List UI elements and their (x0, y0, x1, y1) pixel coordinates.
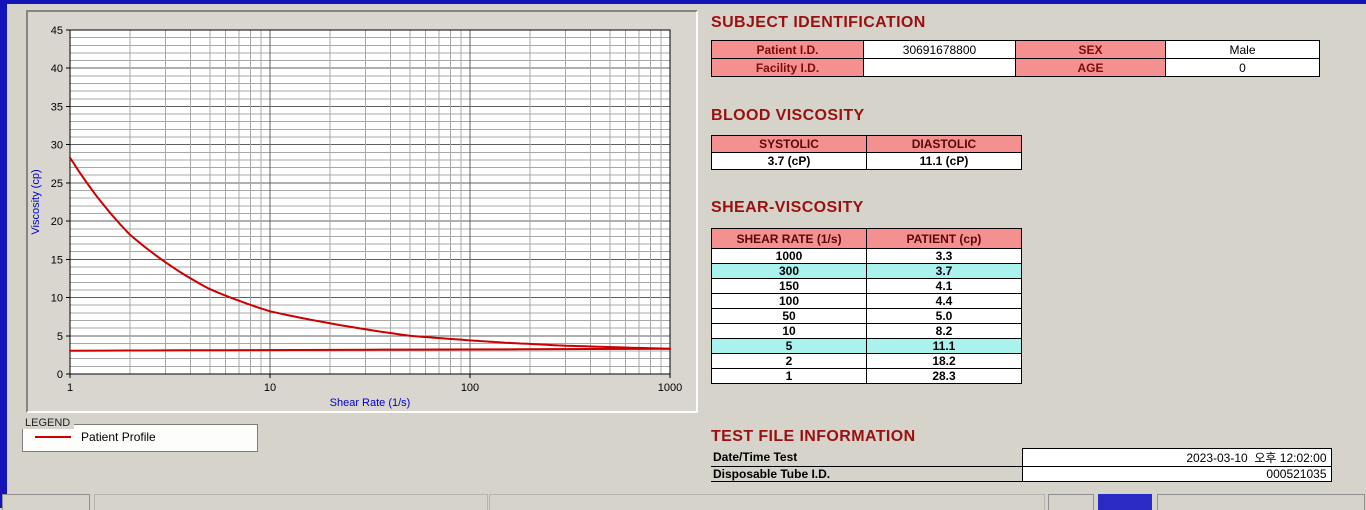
legend-item-label: Patient Profile (81, 430, 156, 444)
blood-viscosity-value-cell: 3.7 (cP) (711, 152, 867, 170)
patient-viscosity-cell: 4.4 (866, 293, 1022, 309)
subject-row: Patient I.D. 30691678800 SEX Male (711, 40, 1320, 59)
blood-viscosity-header-row: SYSTOLIC DIASTOLIC (711, 135, 1022, 153)
subject-value-cell (863, 58, 1016, 77)
bottom-button-fragment-2[interactable] (1048, 494, 1094, 510)
legend-box: LEGEND Patient Profile (21, 417, 258, 452)
test-file-row: Disposable Tube I.D. 000521035 (711, 466, 1332, 482)
shear-viscosity-row: 1 28.3 (711, 368, 1022, 384)
patient-viscosity-cell: 8.2 (866, 323, 1022, 339)
subject-identification-table: Patient I.D. 30691678800 SEX Male Facility I… (711, 40, 1320, 77)
shear-rate-cell: 1000 (711, 248, 867, 264)
window-border-top (0, 0, 1366, 4)
bottom-panel-fragment-3 (1157, 494, 1365, 510)
subject-label-cell: Patient I.D. (711, 40, 864, 59)
shear-viscosity-row: 100 4.4 (711, 293, 1022, 309)
subject-label-cell: AGE (1015, 58, 1166, 77)
bottom-button-fragment-blue[interactable] (1098, 494, 1152, 510)
shear-viscosity-row: 1000 3.3 (711, 248, 1022, 264)
results-panel: SUBJECT IDENTIFICATION Patient I.D. 30691… (711, 0, 1351, 508)
shear-rate-cell: 10 (711, 323, 867, 339)
shear-viscosity-table: SHEAR RATE (1/s) PATIENT (cp) 1000 3.3 300 3.… (711, 228, 1022, 384)
shear-viscosity-header-cell: SHEAR RATE (1/s) (711, 228, 867, 249)
svg-text:10: 10 (264, 382, 276, 394)
shear-rate-cell: 1 (711, 368, 867, 384)
patient-viscosity-cell: 3.3 (866, 248, 1022, 264)
shear-viscosity-header-cell: PATIENT (cp) (866, 228, 1022, 249)
svg-text:100: 100 (461, 382, 479, 394)
test-file-value-cell: 000521035 (1021, 466, 1332, 482)
shear-viscosity-row: 10 8.2 (711, 323, 1022, 339)
shear-viscosity-row: 2 18.2 (711, 353, 1022, 369)
viscosity-chart: 0 5 10 15 20 25 30 35 40 45 1 10 100 1000 Shear Rate (… (30, 25, 682, 409)
blood-viscosity-value-cell: 11.1 (cP) (866, 152, 1022, 170)
svg-text:25: 25 (51, 178, 63, 190)
shear-rate-cell: 300 (711, 263, 867, 279)
svg-text:15: 15 (51, 254, 63, 266)
legend-line-sample (35, 436, 71, 438)
patient-viscosity-cell: 3.7 (866, 263, 1022, 279)
blood-viscosity-value-row: 3.7 (cP) 11.1 (cP) (711, 152, 1022, 170)
test-file-information-table: Date/Time Test 2023-03-10 오후 12:02:00 Disp… (711, 448, 1332, 482)
subject-value-cell: 30691678800 (863, 40, 1016, 59)
shear-rate-cell: 2 (711, 353, 867, 369)
svg-text:1000: 1000 (658, 382, 682, 394)
subject-value-cell: Male (1165, 40, 1320, 59)
subject-label-cell: Facility I.D. (711, 58, 864, 77)
test-file-row: Date/Time Test 2023-03-10 오후 12:02:00 (711, 448, 1332, 467)
legend-item: Patient Profile (35, 430, 156, 444)
test-file-label-cell: Date/Time Test (711, 448, 1022, 467)
shear-viscosity-header-row: SHEAR RATE (1/s) PATIENT (cp) (711, 228, 1022, 249)
shear-rate-cell: 50 (711, 308, 867, 324)
blood-viscosity-table: SYSTOLIC DIASTOLIC 3.7 (cP) 11.1 (cP) (711, 135, 1022, 170)
svg-text:1: 1 (67, 382, 73, 394)
svg-text:Shear Rate (1/s): Shear Rate (1/s) (330, 397, 411, 409)
svg-text:20: 20 (51, 216, 63, 228)
bottom-button-fragment-1[interactable] (2, 494, 90, 510)
patient-viscosity-cell: 5.0 (866, 308, 1022, 324)
patient-viscosity-cell: 11.1 (866, 338, 1022, 354)
svg-text:40: 40 (51, 63, 63, 75)
shear-viscosity-heading: SHEAR-VISCOSITY (711, 199, 864, 216)
svg-text:0: 0 (57, 369, 63, 381)
patient-viscosity-cell: 28.3 (866, 368, 1022, 384)
subject-identification-heading: SUBJECT IDENTIFICATION (711, 14, 926, 31)
patient-viscosity-cell: 4.1 (866, 278, 1022, 294)
viscosity-chart-panel: 0 5 10 15 20 25 30 35 40 45 1 10 100 1000 Shear Rate (… (26, 10, 698, 413)
subject-label-cell: SEX (1015, 40, 1166, 59)
blood-viscosity-header-cell: SYSTOLIC (711, 135, 867, 153)
blood-viscosity-heading: BLOOD VISCOSITY (711, 107, 865, 124)
test-file-information-heading: TEST FILE INFORMATION (711, 428, 916, 445)
svg-text:35: 35 (51, 101, 63, 113)
subject-value-cell: 0 (1165, 58, 1320, 77)
test-file-label-cell: Disposable Tube I.D. (711, 466, 1022, 482)
shear-rate-cell: 150 (711, 278, 867, 294)
shear-viscosity-row: 300 3.7 (711, 263, 1022, 279)
svg-text:30: 30 (51, 140, 63, 152)
subject-row: Facility I.D. AGE 0 (711, 58, 1320, 77)
test-file-value-cell: 2023-03-10 오후 12:02:00 (1021, 448, 1332, 467)
blood-viscosity-header-cell: DIASTOLIC (866, 135, 1022, 153)
shear-rate-cell: 5 (711, 338, 867, 354)
shear-viscosity-row: 50 5.0 (711, 308, 1022, 324)
shear-viscosity-row: 150 4.1 (711, 278, 1022, 294)
bottom-panel-fragment-2 (489, 494, 1045, 510)
patient-viscosity-cell: 18.2 (866, 353, 1022, 369)
svg-text:45: 45 (51, 25, 63, 37)
window-border-left (0, 0, 7, 508)
legend-title: LEGEND (21, 417, 75, 429)
shear-viscosity-row: 5 11.1 (711, 338, 1022, 354)
svg-text:10: 10 (51, 293, 63, 305)
bottom-panel-fragment-1 (94, 494, 488, 510)
shear-rate-cell: 100 (711, 293, 867, 309)
svg-text:5: 5 (57, 331, 63, 343)
svg-text:Viscosity (cp): Viscosity (cp) (30, 169, 42, 234)
